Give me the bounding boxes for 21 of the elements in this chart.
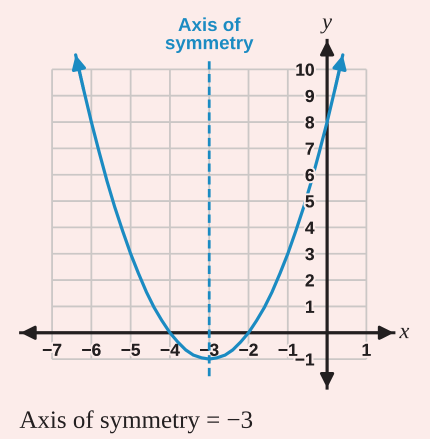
y-tick-label: −1 <box>296 353 314 366</box>
y-tick-label: 3 <box>305 248 314 260</box>
y-tick-label: 7 <box>306 142 314 155</box>
y-tick-label: 10 <box>296 64 314 76</box>
y-tick-label: 1 <box>306 300 314 313</box>
x-tick-label: −2 <box>239 344 258 356</box>
x-tick-label: 1 <box>362 344 371 356</box>
x-tick-label: −3 <box>200 344 218 356</box>
x-tick-label: −7 <box>42 344 62 356</box>
x-axis-title: x <box>399 328 410 338</box>
x-tick-label: −4 <box>160 344 180 356</box>
x-tick-label: −6 <box>82 344 101 356</box>
y-tick-label: 4 <box>305 222 314 234</box>
x-tick-label: −1 <box>278 344 298 356</box>
ref-line-label: Axis of symmetry <box>166 17 254 54</box>
y-tick-label: 2 <box>306 274 314 286</box>
y-tick-label: 9 <box>306 90 314 102</box>
y-tick-label: 8 <box>305 116 314 129</box>
x-tick-label: −5 <box>121 344 140 356</box>
text: Axis of symmetry = −3 <box>20 410 252 434</box>
y-axis-title: y <box>320 18 332 34</box>
